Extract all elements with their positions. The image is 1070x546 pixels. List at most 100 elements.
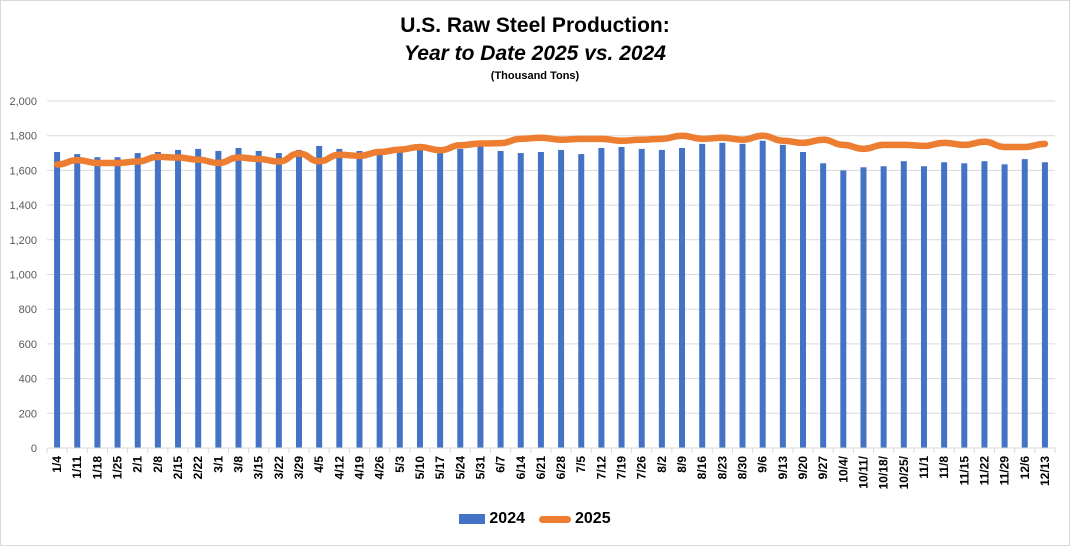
y-tick-label: 1,200: [9, 235, 37, 247]
x-tick-label: 8/30: [736, 456, 750, 480]
bar-2024: [719, 142, 726, 448]
x-tick-label: 3/29: [292, 456, 306, 480]
x-tick-label: 10/25/: [897, 455, 911, 489]
x-tick-label: 6/14: [514, 456, 528, 480]
chart-unit-note: (Thousand Tons): [490, 70, 580, 82]
bar-2024: [296, 149, 302, 448]
bar-2024: [880, 166, 887, 448]
y-tick-label: 400: [19, 374, 37, 386]
x-tick-label: 10/11/: [856, 455, 870, 488]
y-tick-label: 800: [19, 304, 37, 316]
bar-2024: [638, 148, 645, 449]
bar-2024: [537, 152, 544, 448]
bar-2024: [779, 144, 786, 448]
bar-2024: [679, 148, 686, 448]
bar-2024: [54, 152, 61, 448]
x-tick-label: 1/25: [111, 456, 125, 480]
x-tick-label: 6/21: [534, 456, 548, 480]
x-tick-label: 4/5: [312, 456, 326, 473]
bar-2024: [316, 145, 323, 448]
x-tick-label: 2/22: [191, 456, 205, 480]
chart-subtitle: Year to Date 2025 vs. 2024: [404, 42, 666, 65]
y-tick-label: 1,600: [9, 165, 37, 177]
x-tick-label: 2/8: [151, 456, 165, 473]
x-tick-label: 9/20: [796, 456, 810, 480]
y-tick-label: 1,800: [9, 131, 37, 143]
bar-2024: [215, 150, 222, 448]
x-tick-label: 6/28: [554, 456, 568, 480]
x-tick-label: 9/27: [816, 456, 830, 480]
legend-label-2025: 2025: [575, 510, 611, 527]
x-tick-label: 5/24: [453, 456, 467, 480]
legend: 2024 2025: [0, 510, 1070, 528]
bar-2024: [900, 161, 907, 448]
legend-item-2025[interactable]: 2025: [539, 510, 611, 528]
bar-2024: [114, 157, 121, 449]
x-tick-label: 12/13: [1038, 456, 1052, 486]
x-tick-label: 4/12: [332, 456, 346, 480]
bar-2024: [175, 149, 182, 448]
x-tick-label: 3/22: [272, 456, 286, 480]
bar-2024: [1041, 162, 1048, 449]
bar-2024: [457, 148, 464, 449]
legend-swatch-bar-icon: [459, 514, 486, 524]
x-tick-label: 1/18: [90, 456, 104, 480]
y-tick-label: 0: [31, 443, 37, 455]
bar-2024: [618, 146, 625, 449]
bar-2024: [981, 161, 988, 448]
x-tick-label: 11/8: [937, 456, 951, 479]
x-tick-label: 3/15: [252, 456, 266, 480]
bar-2024: [558, 149, 565, 448]
bar-2024: [235, 148, 242, 448]
bar-2024: [336, 148, 343, 449]
bar-2024: [1001, 164, 1008, 448]
y-tick-label: 200: [19, 408, 37, 420]
bar-2024: [739, 143, 746, 449]
x-tick-label: 11/22: [977, 456, 991, 486]
x-tick-label: 6/7: [494, 456, 508, 473]
legend-item-2024[interactable]: 2024: [459, 510, 525, 528]
x-tick-label: 3/1: [211, 456, 225, 473]
legend-label-2024: 2024: [489, 510, 525, 527]
x-tick-label: 8/2: [655, 456, 669, 473]
bar-2024: [94, 157, 101, 449]
x-tick-label: 12/6: [1018, 456, 1032, 480]
bar-2024: [759, 140, 766, 448]
bar-2024: [416, 149, 423, 448]
x-tick-label: 1/4: [50, 456, 64, 473]
bar-2024: [840, 170, 847, 448]
x-tick-label: 11/15: [957, 456, 971, 486]
bar-2024: [356, 150, 363, 448]
legend-swatch-line-icon: [539, 515, 571, 523]
line-2025: [53, 132, 1049, 168]
bar-2024: [497, 150, 504, 448]
x-tick-label: 7/19: [615, 456, 629, 480]
x-tick-label: 11/1: [917, 456, 931, 479]
bar-2024: [396, 152, 403, 448]
y-tick-label: 1,400: [9, 200, 37, 212]
x-tick-label: 2/15: [171, 456, 185, 480]
bar-2024: [860, 167, 867, 449]
line-2025-path: [53, 132, 1049, 168]
x-tick-label: 4/19: [352, 456, 366, 480]
bar-2024: [275, 153, 282, 449]
y-tick-label: 1,000: [9, 270, 37, 282]
bars-2024: [54, 140, 1048, 449]
x-tick-label: 4/26: [373, 456, 387, 480]
x-tick-label: 5/17: [433, 456, 447, 480]
x-tick-label: 1/11: [70, 456, 84, 479]
x-tick-label: 7/12: [594, 456, 608, 480]
bar-2024: [437, 153, 444, 449]
x-tick-label: 8/9: [675, 456, 689, 473]
gridlines: [47, 100, 1055, 414]
x-tick-label: 9/13: [776, 456, 790, 480]
bar-2024: [658, 149, 665, 448]
x-axis: 1/4 1/11 1/18 1/25 2/1 2/8 2/15 2/22 3/1 3/8 3/15 3…: [46, 447, 1056, 489]
bar-2024: [74, 154, 81, 448]
x-tick-label: 11/29: [998, 456, 1012, 486]
x-tick-label: 5/10: [413, 456, 427, 480]
bar-2024: [517, 153, 524, 449]
bar-2024: [1021, 159, 1028, 448]
bar-2024: [920, 166, 927, 448]
bar-2024: [941, 162, 948, 449]
